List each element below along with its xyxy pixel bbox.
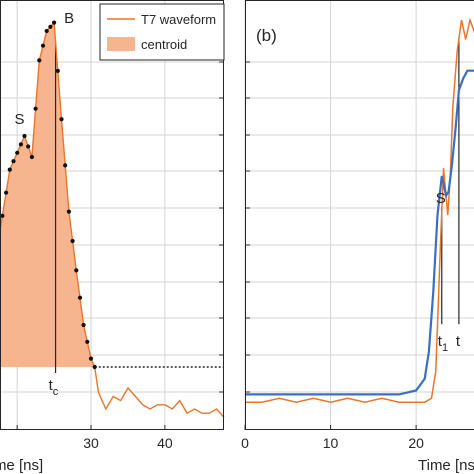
sample-point [81,322,86,328]
sample-point [70,238,75,244]
panel-a-x-axis-label: Time [ns] [0,457,43,474]
x-tick-label: 40 [157,435,173,451]
sample-point [44,28,49,34]
legend: T7 waveform centroid [99,3,225,61]
sample-point [40,43,46,48]
annotation-t2: t [456,333,461,350]
panel-b-grid [244,0,474,430]
annotation-t1: t1 [438,333,448,354]
sample-point [7,167,12,172]
x-tick-label: 20 [408,435,424,451]
panel-b: 0 10 20 (b) S t1 t Time [ns] [241,0,474,474]
sample-point [0,213,5,218]
sample-point [55,68,60,73]
sample-point [85,339,90,344]
sample-point [74,268,79,273]
panel-b-orange-line [245,17,474,403]
sample-point [18,142,23,147]
t7-waveform-line [0,20,225,418]
sample-point [88,356,94,361]
sample-point [29,154,34,160]
panel-a-axes: 30 40 [0,0,224,451]
panel-a: 30 40 S B tc T7 waveform centroid Time [n… [0,0,225,474]
panel-b-frame [245,0,474,430]
sample-point [4,190,9,195]
annotation-tc-main: t [49,377,54,394]
annotation-b: B [64,10,74,27]
sample-point [22,133,27,139]
centroid-area [0,22,95,367]
legend-fill-swatch [107,37,135,51]
panel-b-blue-line [245,69,474,396]
x-tick-label: 10 [323,435,339,451]
sample-point [59,117,64,122]
panel-a-frame [0,0,224,430]
sample-point [52,20,57,25]
sample-point [37,58,42,63]
sample-point [77,295,83,300]
sample-point [26,144,31,149]
sample-point [63,163,68,168]
panel-b-x-axis-label: Time [ns] [418,457,474,474]
sample-point [11,159,16,164]
panel-b-label: (b) [256,26,277,45]
sample-point [66,209,71,214]
legend-label-centroid: centroid [141,37,187,52]
waveform-sample-points [0,20,97,370]
x-tick-label: 0 [241,435,249,451]
panel-b-axes: 0 10 20 [241,0,474,451]
legend-label-waveform: T7 waveform [141,12,216,27]
annotation-tc: tc [49,377,59,398]
annotation-t1-sub: 1 [442,342,448,354]
annotation-t1-main: t [438,333,443,350]
annotation-s: S [15,111,25,128]
sample-point [48,24,53,29]
annotation-tc-sub: c [53,386,59,398]
sample-point [92,364,97,370]
x-tick-label: 30 [83,435,99,451]
sample-point [15,150,20,155]
sample-point [33,106,38,111]
annotation-s-b: S [436,190,446,207]
